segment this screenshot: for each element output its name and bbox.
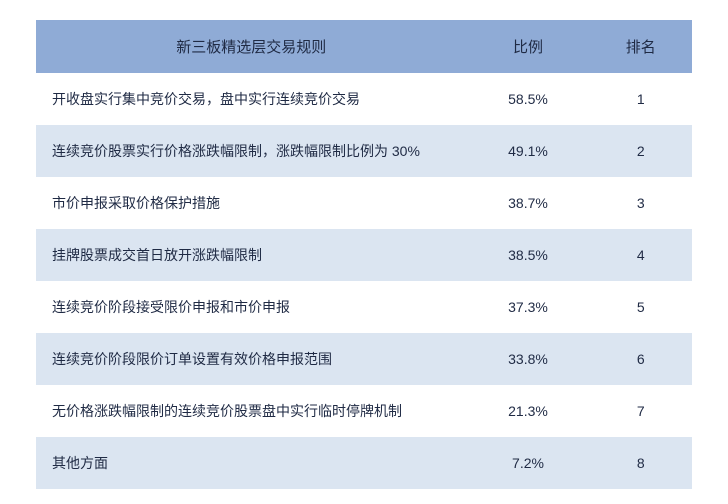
cell-rule: 连续竞价股票实行价格涨跌幅限制，涨跌幅限制比例为 30% (36, 125, 467, 177)
cell-ratio: 33.8% (467, 333, 590, 385)
cell-ratio: 7.2% (467, 437, 590, 489)
table-row: 市价申报采取价格保护措施 38.7% 3 (36, 177, 692, 229)
table-row: 连续竞价股票实行价格涨跌幅限制，涨跌幅限制比例为 30% 49.1% 2 (36, 125, 692, 177)
cell-rule: 其他方面 (36, 437, 467, 489)
cell-ratio: 37.3% (467, 281, 590, 333)
cell-rank: 6 (590, 333, 693, 385)
cell-rule: 连续竞价阶段接受限价申报和市价申报 (36, 281, 467, 333)
cell-rule: 无价格涨跌幅限制的连续竞价股票盘中实行临时停牌机制 (36, 385, 467, 437)
table-row: 挂牌股票成交首日放开涨跌幅限制 38.5% 4 (36, 229, 692, 281)
cell-ratio: 38.7% (467, 177, 590, 229)
cell-rank: 1 (590, 73, 693, 125)
cell-ratio: 38.5% (467, 229, 590, 281)
cell-rank: 8 (590, 437, 693, 489)
col-header-ratio: 比例 (467, 20, 590, 73)
cell-rank: 5 (590, 281, 693, 333)
table-row: 无价格涨跌幅限制的连续竞价股票盘中实行临时停牌机制 21.3% 7 (36, 385, 692, 437)
cell-rank: 3 (590, 177, 693, 229)
cell-rank: 4 (590, 229, 693, 281)
col-header-rule: 新三板精选层交易规则 (36, 20, 467, 73)
table-row: 开收盘实行集中竞价交易，盘中实行连续竞价交易 58.5% 1 (36, 73, 692, 125)
table-row: 连续竞价阶段限价订单设置有效价格申报范围 33.8% 6 (36, 333, 692, 385)
col-header-rank: 排名 (590, 20, 693, 73)
cell-rule: 开收盘实行集中竞价交易，盘中实行连续竞价交易 (36, 73, 467, 125)
cell-rule: 连续竞价阶段限价订单设置有效价格申报范围 (36, 333, 467, 385)
cell-rule: 挂牌股票成交首日放开涨跌幅限制 (36, 229, 467, 281)
cell-ratio: 49.1% (467, 125, 590, 177)
cell-rule: 市价申报采取价格保护措施 (36, 177, 467, 229)
table-body: 开收盘实行集中竞价交易，盘中实行连续竞价交易 58.5% 1 连续竞价股票实行价… (36, 73, 692, 489)
cell-rank: 7 (590, 385, 693, 437)
cell-ratio: 58.5% (467, 73, 590, 125)
rules-table: 新三板精选层交易规则 比例 排名 开收盘实行集中竞价交易，盘中实行连续竞价交易 … (36, 20, 692, 489)
cell-rank: 2 (590, 125, 693, 177)
table-row: 其他方面 7.2% 8 (36, 437, 692, 489)
table-row: 连续竞价阶段接受限价申报和市价申报 37.3% 5 (36, 281, 692, 333)
cell-ratio: 21.3% (467, 385, 590, 437)
table-header-row: 新三板精选层交易规则 比例 排名 (36, 20, 692, 73)
